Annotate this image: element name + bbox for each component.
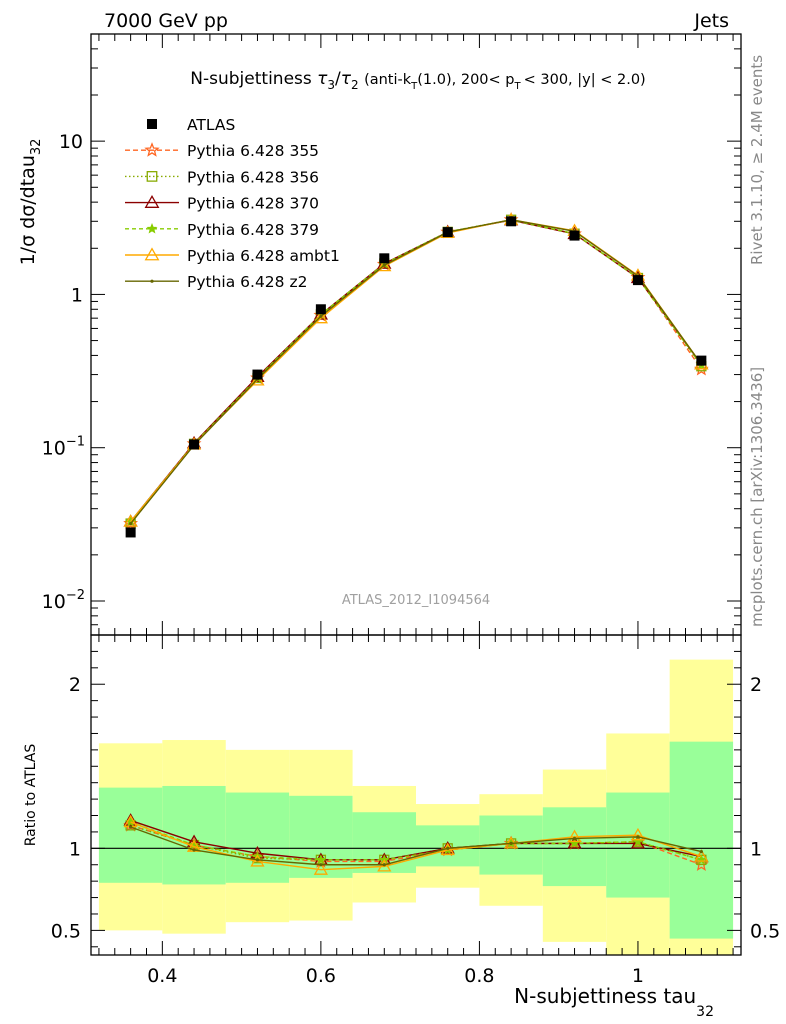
data-point xyxy=(377,859,392,872)
data-point xyxy=(313,310,328,324)
legend-label: Pythia 6.428 355 xyxy=(187,142,319,160)
ratio-series-line xyxy=(130,821,702,871)
data-point xyxy=(377,258,392,272)
data-point xyxy=(636,835,640,839)
series-line xyxy=(130,219,702,522)
uncertainty-band-inner xyxy=(352,812,416,873)
ratio-panel: 0.4 0.6 0.8 1 0.5 0.5 1 1 2 2 xyxy=(51,634,780,987)
data-point xyxy=(319,314,323,318)
data-point xyxy=(150,279,154,283)
legend-label: Pythia 6.428 z2 xyxy=(187,273,307,291)
ratio-series-line xyxy=(130,821,702,861)
header-energy: 7000 GeV pp xyxy=(104,10,228,32)
x-tick-label: 0.6 xyxy=(306,965,336,987)
y-tick-label: 10−1 xyxy=(42,435,85,460)
ratio-y-tick-label: 1 xyxy=(69,838,81,860)
mcplots-label: mcplots.cern.ch [arXiv:1306.3436] xyxy=(748,367,766,627)
data-point xyxy=(129,521,133,526)
legend-label: Pythia 6.428 ambt1 xyxy=(187,247,340,265)
data-point xyxy=(252,369,263,380)
x-tick-label: 1 xyxy=(632,965,644,987)
ratio-series-line xyxy=(130,826,702,866)
legend-label: Pythia 6.428 379 xyxy=(187,221,319,239)
y-tick-label: 10 xyxy=(59,131,83,153)
legend-label: Pythia 6.428 370 xyxy=(187,195,319,213)
data-point xyxy=(442,227,453,238)
header-category: Jets xyxy=(693,10,729,32)
ratio-y-tick-label: 0.5 xyxy=(51,920,81,942)
data-point xyxy=(189,439,200,450)
data-point xyxy=(506,216,517,227)
data-point xyxy=(250,373,265,386)
data-point xyxy=(509,841,513,846)
data-point xyxy=(319,863,323,867)
ratio-y-tick-label-right: 0.5 xyxy=(750,920,780,942)
plot-title: N-subjettiness τ3/τ2 (anti-kT(1.0), 200<… xyxy=(190,69,645,94)
data-point xyxy=(313,862,328,875)
data-point xyxy=(255,858,260,862)
data-point xyxy=(315,854,327,865)
series-line xyxy=(130,219,702,522)
legend-label: ATLAS xyxy=(187,116,235,134)
data-point xyxy=(382,263,386,267)
data-point xyxy=(630,836,646,849)
series-line xyxy=(130,219,702,524)
x-tick-label: 0.8 xyxy=(464,965,494,987)
data-point xyxy=(146,171,158,182)
data-point xyxy=(144,247,160,261)
data-point xyxy=(192,848,196,852)
data-point xyxy=(569,230,580,241)
rivet-version-label: Rivet 3.1.10, ≥ 2.4M events xyxy=(748,55,766,265)
data-point xyxy=(696,355,707,366)
data-point xyxy=(382,863,386,867)
legend-label: Pythia 6.428 356 xyxy=(187,168,319,186)
ratio-y-tick-label-right: 1 xyxy=(750,838,762,860)
data-point xyxy=(632,275,643,286)
main-panel: ATLAS Pythia 6.428 355 Pythia 6.428 356 Pyt… xyxy=(42,33,742,649)
ratio-series-line xyxy=(130,824,702,861)
xlabel: N-subjettiness tau32 xyxy=(514,984,714,1020)
y-tick-label: 1 xyxy=(71,284,83,306)
data-point xyxy=(147,119,157,129)
series-line xyxy=(130,219,702,524)
y-tick-label: 10−2 xyxy=(42,588,85,613)
data-point xyxy=(144,142,160,157)
data-point xyxy=(699,850,703,854)
data-point xyxy=(144,194,160,208)
data-point xyxy=(123,813,138,826)
x-tick-label: 0.4 xyxy=(147,965,177,987)
data-point xyxy=(630,827,646,841)
data-point xyxy=(567,829,582,842)
data-point xyxy=(146,223,158,234)
ratio-series-line xyxy=(130,819,702,861)
series-line xyxy=(130,219,702,525)
data-point xyxy=(125,527,136,538)
data-point xyxy=(694,849,709,862)
uncertainty-band-inner xyxy=(669,741,734,939)
data-point xyxy=(315,304,326,315)
data-point xyxy=(572,836,577,841)
main-ylabel: 1/σ dσ/dtau32 xyxy=(17,139,44,266)
uncertainty-band-inner xyxy=(225,792,290,883)
data-point xyxy=(129,825,133,829)
data-point xyxy=(446,846,450,850)
ratio-y-tick-label: 2 xyxy=(69,674,81,696)
analysis-watermark: ATLAS_2012_I1094564 xyxy=(342,593,490,608)
series-line xyxy=(130,219,702,522)
data-point xyxy=(379,253,390,264)
ratio-y-tick-label-right: 2 xyxy=(750,674,762,696)
ratio-ylabel: Ratio to ATLAS xyxy=(23,744,39,847)
